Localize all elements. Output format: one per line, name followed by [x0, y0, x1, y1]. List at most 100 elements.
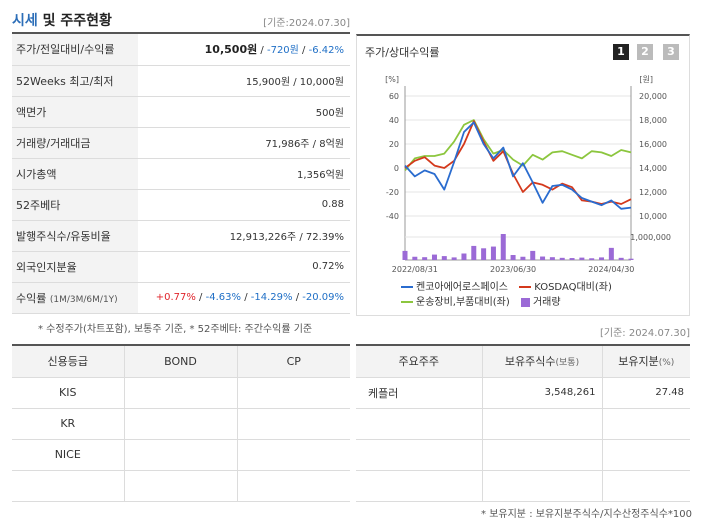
price-value: 10,500원 / -720원 / -6.42% — [138, 34, 350, 66]
y-tick-label: 60 — [389, 92, 399, 101]
row-label: 거래량/거래대금 — [12, 127, 138, 159]
y-tick-label: 40 — [389, 116, 399, 125]
column-header: 보유주식수(보통) — [481, 346, 602, 378]
chart-page-1[interactable]: 1 — [613, 44, 629, 60]
table-header: 신용등급 BOND CP — [12, 346, 350, 378]
table-header: 주요주주 보유주식수(보통) 보유지분(%) — [356, 346, 690, 378]
header-sub: (보통) — [555, 358, 580, 369]
y2-tick-label: 16,000 — [639, 140, 667, 149]
row-label: 외국인지분율 — [12, 251, 138, 283]
bond-rating — [123, 408, 237, 440]
table-row: 주가/전일대비/수익률 10,500원 / -720원 / -6.42% — [12, 34, 350, 66]
holder-name — [356, 470, 482, 502]
series-line-1 — [404, 121, 632, 210]
returns-values: +0.77% / -4.63% / -14.29% / -20.09% — [138, 282, 350, 314]
y2-tick-label: 18,000 — [639, 116, 667, 125]
y-unit: [%] — [385, 75, 399, 84]
chart-panel: 주가/상대수익률 1 2 3 60 20,000 40 18,000 20 16,000 0… — [356, 34, 690, 316]
row-label: 수익률 (1M/3M/6M/1Y) — [12, 282, 138, 314]
bond-rating — [123, 470, 237, 502]
volume-bar — [530, 250, 536, 260]
credit-rating-table: 신용등급 BOND CP KIS KR NICE — [12, 346, 350, 502]
volume-bar — [569, 258, 575, 260]
row-label: 52Weeks 최고/최저 — [12, 65, 138, 97]
x-tick-label: 2022/08/31 — [392, 265, 438, 274]
holder-pct — [601, 439, 690, 471]
y2-tick-label: 20,000 — [639, 92, 667, 101]
cp-rating — [236, 377, 350, 409]
agency: KR — [12, 408, 124, 440]
holder-name — [356, 439, 482, 471]
volume-bar — [549, 257, 555, 260]
volume-bar — [461, 253, 467, 260]
volume-bar — [490, 246, 496, 260]
header-text: 보유지분 — [618, 355, 659, 369]
cp-rating — [236, 439, 350, 471]
column-header: CP — [236, 346, 350, 378]
holder-footnote: * 보유지분 : 보유지분주식수/지수산정주식수*100 — [481, 509, 692, 520]
table-row: NICE — [12, 439, 350, 471]
holder-pct: 27.48 — [601, 377, 690, 409]
volume-bar — [481, 248, 487, 260]
volume-bar — [500, 234, 506, 260]
y-tick-label: 20 — [389, 140, 399, 149]
quote-table: 주가/전일대비/수익률 10,500원 / -720원 / -6.42% 52W… — [12, 34, 350, 314]
table-row — [356, 470, 690, 502]
legend-swatch — [401, 301, 413, 303]
y-tick-label: 0 — [394, 164, 399, 173]
volume-bar — [628, 258, 634, 260]
header-text: 보유주식수 — [504, 355, 556, 369]
volume-tick-label: 1,000,000 — [630, 233, 671, 242]
price-change-pct: -6.42% — [308, 45, 344, 57]
volume-bar — [402, 250, 408, 260]
separator: / — [298, 45, 309, 57]
table-row: 거래량/거래대금 71,986주 / 8억원 — [12, 127, 350, 159]
header-sub: (%) — [658, 358, 675, 369]
legend-label: KOSDAQ대비(좌) — [534, 282, 612, 293]
legend-label: 거래량 — [532, 297, 561, 308]
chart-page-2[interactable]: 2 — [637, 44, 653, 60]
holder-shares — [481, 470, 602, 502]
row-value: 0.88 — [138, 189, 350, 221]
legend-swatch — [401, 286, 413, 288]
row-value: 71,986주 / 8억원 — [138, 127, 350, 159]
y2-tick-label: 14,000 — [639, 164, 667, 173]
y2-tick-label: 12,000 — [639, 188, 667, 197]
agency: NICE — [12, 439, 124, 471]
holder-shares: 3,548,261 — [481, 377, 602, 409]
separator: / — [199, 292, 206, 303]
current-price: 10,500원 — [204, 43, 258, 57]
column-header: 신용등급 — [12, 346, 124, 378]
row-value: 500원 — [138, 96, 350, 128]
holder-base-date: [기준: 2024.07.30] — [599, 328, 690, 339]
row-value: 0.72% — [138, 251, 350, 283]
volume-bar — [451, 257, 457, 260]
volume-bar — [441, 256, 447, 260]
holder-pct — [601, 470, 690, 502]
series-line-3 — [404, 119, 632, 171]
volume-bar — [510, 255, 516, 260]
volume-bar — [422, 257, 428, 260]
return-1y: -20.09% — [302, 292, 344, 303]
legend-item: 운송장비,부품대비(좌) — [401, 293, 510, 308]
volume-bar — [520, 256, 526, 260]
agency — [12, 470, 124, 502]
holder-shares — [481, 439, 602, 471]
credit-divider — [12, 344, 350, 346]
table-row: 외국인지분율 0.72% — [12, 251, 350, 283]
x-tick-label: 2024/04/30 — [588, 265, 634, 274]
returns-label: 수익률 — [16, 291, 47, 305]
return-1m: +0.77% — [155, 292, 196, 303]
chart-page-3[interactable]: 3 — [663, 44, 679, 60]
column-header: BOND — [123, 346, 237, 378]
table-row: 시가총액 1,356억원 — [12, 158, 350, 190]
legend-item: 켄코아에어로스페이스 — [401, 278, 508, 293]
cp-rating — [236, 408, 350, 440]
column-header: 주요주주 — [356, 346, 482, 378]
holder-shares — [481, 408, 602, 440]
row-value: 1,356억원 — [138, 158, 350, 190]
volume-bar — [608, 247, 614, 260]
separator: / — [244, 292, 251, 303]
row-value: 12,913,226주 / 72.39% — [138, 220, 350, 252]
legend-item: 거래량 — [520, 293, 561, 308]
